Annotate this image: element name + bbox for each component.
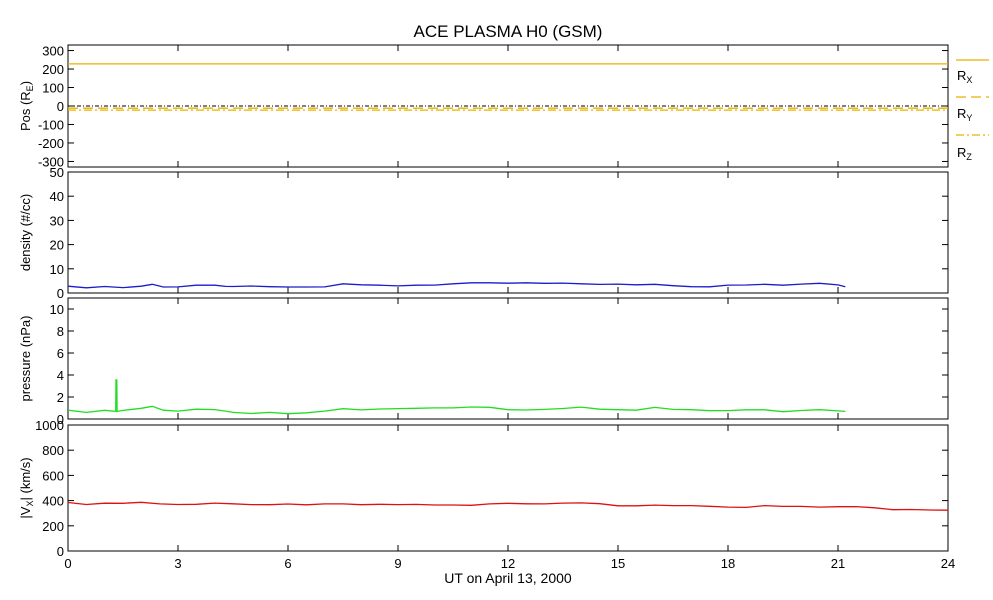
x-tick-label: 12 <box>501 556 515 571</box>
y-tick-label-vx: 0 <box>57 544 64 559</box>
y-tick-label-density: 0 <box>57 286 64 301</box>
legend-label-rz: RZ <box>957 145 972 162</box>
y-tick-label-vx: 1000 <box>35 418 64 433</box>
y-tick-label-density: 30 <box>50 213 64 228</box>
y-axis-label-position: Pos (RE) <box>18 81 35 131</box>
x-tick-label: 24 <box>941 556 955 571</box>
y-axis-label-vx: |VX| (km/s) <box>18 457 35 518</box>
y-tick-label-vx: 400 <box>42 494 64 509</box>
y-tick-label-position: -200 <box>38 136 64 151</box>
y-tick-label-position: -300 <box>38 154 64 169</box>
y-tick-label-position: 200 <box>42 62 64 77</box>
y-tick-label-density: 50 <box>50 165 64 180</box>
panel-pressure: 0 2 4 6 8 10 pressure (nPa) <box>18 297 949 427</box>
y-tick-label-pressure: 0 <box>57 412 64 427</box>
legend-label-rx: RX <box>957 68 972 85</box>
y-tick-label-vx: 800 <box>42 443 64 458</box>
x-tick-label: 0 <box>64 556 71 571</box>
chart-title: ACE PLASMA H0 (GSM) <box>414 22 603 41</box>
x-tick-label: 3 <box>174 556 181 571</box>
y-tick-label-pressure: 10 <box>50 302 64 317</box>
y-tick-label-density: 10 <box>50 262 64 277</box>
y-tick-label-pressure: 8 <box>57 324 64 339</box>
panel-density: 0 10 20 30 40 50 density (#/cc) <box>18 165 949 301</box>
y-axis-label-density: density (#/cc) <box>18 194 33 271</box>
x-tick-label: 9 <box>394 556 401 571</box>
y-tick-label-pressure: 4 <box>57 368 64 383</box>
y-tick-label-pressure: 2 <box>57 390 64 405</box>
x-tick-label: 21 <box>831 556 845 571</box>
y-tick-label-position: 0 <box>57 99 64 114</box>
x-tick-label: 18 <box>721 556 735 571</box>
y-tick-label-pressure: 6 <box>57 346 64 361</box>
panel-vx: 0 200 400 600 800 1000 |VX| (km/s) <box>18 418 949 559</box>
legend: RX RY RZ <box>956 59 989 162</box>
y-tick-label-position: -100 <box>38 117 64 132</box>
panel-position: 300 200 100 0 -100 -200 -300 Pos (RE) <box>18 44 949 169</box>
panel-frame-density <box>67 171 949 294</box>
y-tick-label-vx: 200 <box>42 519 64 534</box>
legend-label-ry: RY <box>957 106 972 123</box>
series-line-pressure <box>67 379 846 415</box>
y-tick-label-density: 40 <box>50 189 64 204</box>
panel-frame-pressure <box>67 297 949 420</box>
y-tick-label-position: 300 <box>42 44 64 59</box>
x-tick-label: 6 <box>284 556 291 571</box>
panel-frame-vx <box>67 424 949 552</box>
x-axis-tick-labels: 0 3 6 9 12 15 18 21 24 <box>64 556 955 571</box>
x-tick-label: 15 <box>611 556 625 571</box>
y-tick-label-density: 20 <box>50 238 64 253</box>
series-line-density <box>67 282 846 289</box>
series-line-vx <box>67 501 949 511</box>
y-tick-label-position: 100 <box>42 81 64 96</box>
x-axis-label: UT on April 13, 2000 <box>444 570 572 586</box>
y-axis-label-pressure: pressure (nPa) <box>18 316 33 402</box>
y-tick-label-vx: 600 <box>42 468 64 483</box>
